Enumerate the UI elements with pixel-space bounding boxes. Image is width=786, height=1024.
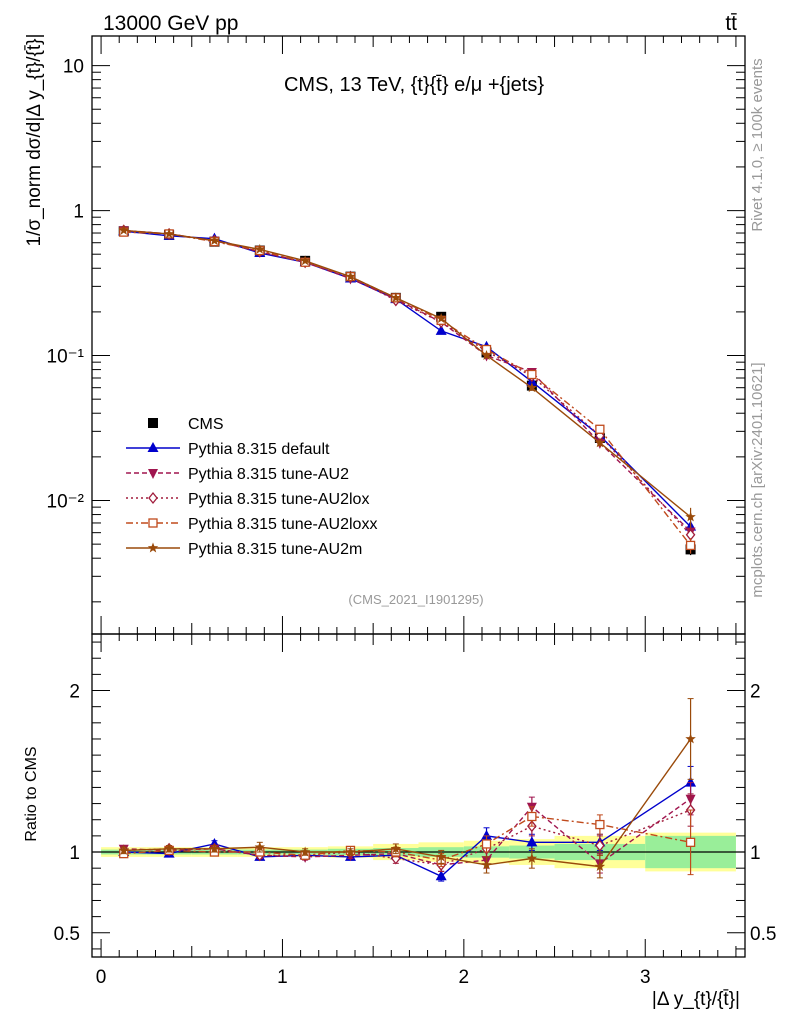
ratio-point-au2lox — [595, 839, 605, 852]
data-point-default — [435, 324, 447, 335]
data-point-au2m — [481, 350, 492, 360]
y-tick-label: 1 — [73, 202, 84, 223]
ratio-y-axis-label: Ratio to CMS — [23, 746, 40, 841]
ratio-line-au2lox — [123, 809, 691, 866]
ratio-series-layer — [118, 698, 697, 882]
ratio-frame — [91, 633, 746, 958]
ratio-y-tick-label: 2 — [69, 682, 80, 703]
chart-title: CMS, 13 TeV, {t}{t̄} e/μ +{jets} — [284, 74, 544, 96]
legend: CMS Pythia 8.315 default Pythia 8.315 tune… — [126, 416, 377, 558]
analysis-watermark: (CMS_2021_I1901295) — [348, 592, 483, 607]
x-tick-label: 2 — [459, 967, 470, 988]
y-tick-label: 10⁻¹ — [47, 347, 85, 368]
ratio-point-au2loxx — [595, 819, 605, 830]
ratio-point-au2m — [254, 841, 266, 852]
data-point-au2m — [390, 292, 402, 303]
ratio-point-au2m — [345, 846, 356, 857]
rivet-label: Rivet 4.1.0, ≥ 100k events — [749, 58, 766, 231]
ratio-point-au2m — [209, 843, 220, 854]
data-point-au2m — [345, 271, 356, 282]
ratio-y-tick-label-right: 1 — [750, 843, 761, 864]
y-axis-label: 1/σ_norm dσ/d|Δ y_{t}/{t̄}| — [24, 34, 45, 247]
ratio-line-au2m — [123, 738, 692, 868]
ratio-point-default — [526, 836, 538, 847]
legend-label-au2m: Pythia 8.315 tune-AU2m — [188, 541, 362, 558]
ratio-point-au2m — [594, 861, 606, 872]
y-tick-label: 10 — [63, 57, 84, 78]
data-point-au2loxx — [685, 540, 696, 551]
series-line-au2m — [123, 229, 692, 518]
data-point-au2m — [526, 382, 538, 393]
ratio-point-au2m — [481, 859, 492, 870]
y-tick-label: 10⁻² — [47, 492, 85, 513]
mcplots-label: mcplots.cern.ch [arXiv:2401.10621] — [749, 362, 766, 597]
ratio-point-au2m — [118, 844, 129, 855]
series-line-au2lox — [123, 229, 692, 536]
ratio-point-au2loxx — [481, 839, 492, 849]
ratio-point-default — [481, 829, 493, 840]
legend-label-au2loxx: Pythia 8.315 tune-AU2loxx — [188, 516, 377, 533]
series-line-au2 — [123, 229, 692, 533]
ratio-point-au2m — [435, 851, 447, 862]
ratio-point-default — [685, 776, 697, 787]
data-point-au2m — [435, 313, 447, 323]
ratio-y-tick-label: 0.5 — [54, 924, 80, 945]
legend-marker-au2m — [147, 542, 159, 553]
legend-label-au2: Pythia 8.315 tune-AU2 — [188, 466, 349, 483]
data-point-au2loxx — [595, 424, 605, 434]
ratio-y-tick-label-right: 2 — [750, 682, 761, 703]
legend-marker-au2lox — [148, 491, 158, 505]
legend-label-default: Pythia 8.315 default — [188, 441, 330, 458]
ratio-y-tick-label: 1 — [69, 843, 80, 864]
ratio-line-default — [123, 782, 691, 878]
legend-label-au2lox: Pythia 8.315 tune-AU2lox — [188, 491, 369, 508]
header-left: 13000 GeV pp — [103, 12, 238, 35]
ratio-point-au2m — [685, 733, 696, 744]
x-axis-label: |Δ y_{t}/{t̄}| — [652, 989, 740, 1010]
data-point-au2m — [118, 224, 129, 235]
ratio-point-au2loxx — [685, 837, 696, 847]
data-point-au2m — [254, 243, 266, 254]
legend-marker-cms — [148, 418, 158, 428]
ratio-point-au2m — [526, 852, 538, 863]
data-point-au2m — [163, 228, 175, 239]
axes-layer: 0 1 2 3 10⁻² 10⁻¹ 1 10 0.5 0.5 1 1 2 2 — [47, 35, 776, 988]
data-point-au2m — [594, 437, 606, 448]
legend-marker-default — [147, 442, 159, 452]
main-series-layer — [118, 224, 697, 556]
ratio-point-au2m — [390, 843, 402, 854]
ratio-point-au2loxx — [527, 811, 537, 822]
x-tick-label: 0 — [96, 967, 107, 988]
data-point-au2m — [685, 511, 696, 522]
legend-marker-au2 — [148, 469, 158, 479]
data-point-au2loxx — [527, 369, 537, 380]
x-tick-label: 3 — [640, 967, 651, 988]
x-tick-label: 1 — [277, 967, 288, 988]
ratio-point-default — [435, 870, 447, 881]
ratio-line-au2loxx — [123, 815, 691, 861]
legend-label-cms: CMS — [188, 416, 224, 433]
ratio-y-tick-label-right: 0.5 — [750, 924, 776, 945]
data-point-au2m — [299, 255, 311, 266]
ratio-point-au2m — [299, 846, 311, 857]
legend-marker-au2loxx — [148, 518, 158, 528]
ratio-point-au2m — [163, 843, 175, 854]
data-point-au2m — [209, 235, 220, 246]
header-right: tt̄ — [725, 12, 737, 35]
